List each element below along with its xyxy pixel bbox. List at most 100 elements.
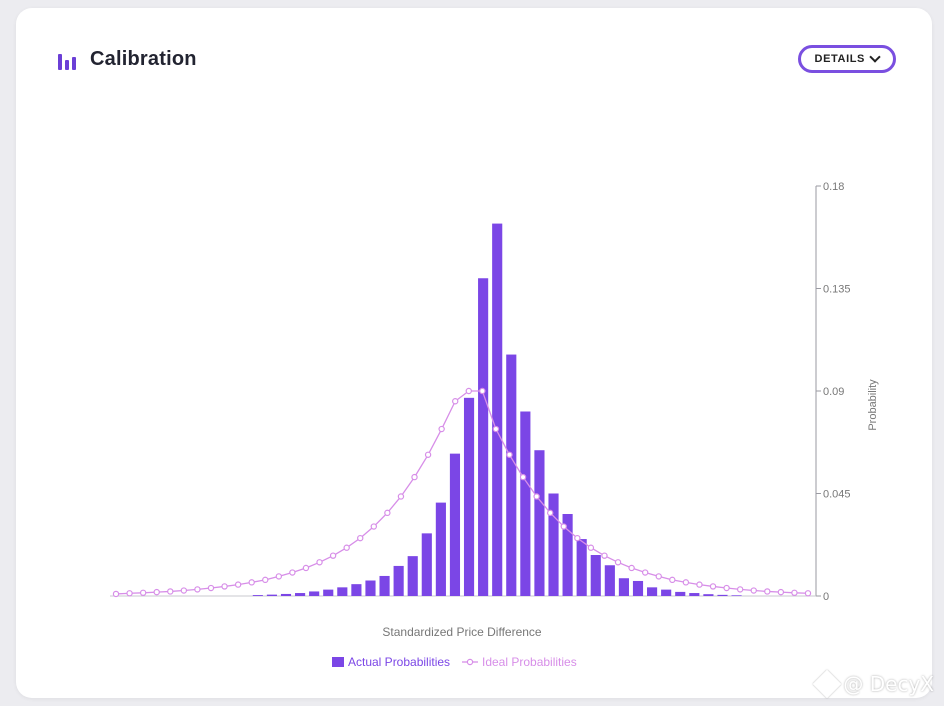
- ideal-point: [397, 493, 405, 500]
- actual-bar: [562, 514, 573, 596]
- actual-bar: [492, 223, 503, 597]
- actual-bar: [647, 587, 658, 596]
- ideal-point: [804, 590, 812, 597]
- y-tick-label: 0: [823, 591, 829, 603]
- actual-bar: [618, 578, 629, 596]
- ideal-point: [302, 564, 310, 572]
- actual-bar: [604, 565, 615, 596]
- x-axis-label: Standardized Price Difference: [382, 625, 542, 639]
- ideal-point: [506, 451, 513, 458]
- ideal-point: [262, 576, 269, 584]
- ideal-point: [546, 509, 554, 517]
- ideal-point: [519, 473, 527, 481]
- ideal-point: [655, 573, 662, 580]
- details-button[interactable]: DETAILS: [797, 45, 896, 73]
- actual-bar: [506, 354, 517, 596]
- actual-bar: [435, 502, 446, 596]
- ideal-line: [112, 387, 812, 598]
- ideal-point: [316, 559, 323, 566]
- actual-bar: [520, 411, 531, 596]
- actual-bar: [632, 580, 644, 596]
- actual-bar: [379, 575, 390, 596]
- ideal-point: [601, 552, 608, 559]
- ideal-point: [329, 552, 337, 559]
- ideal-point: [764, 588, 771, 595]
- actual-bar: [731, 595, 742, 596]
- ideal-point: [641, 569, 649, 576]
- ideal-point: [275, 573, 283, 580]
- ideal-point: [424, 451, 432, 458]
- watermark: @ DecyX: [813, 669, 934, 699]
- actual-bar: [534, 450, 545, 596]
- actual-bar: [478, 278, 489, 596]
- ideal-point: [452, 398, 459, 405]
- ideal-point: [614, 559, 622, 566]
- y-tick-label: 0.045: [823, 489, 851, 501]
- ideal-point: [736, 586, 744, 593]
- ideal-point: [153, 588, 160, 596]
- ideal-point: [777, 588, 785, 596]
- actual-bar: [266, 594, 277, 596]
- actual-bar: [689, 593, 700, 596]
- actual-bar: [449, 453, 461, 596]
- details-label: DETAILS: [814, 53, 865, 65]
- ideal-point: [723, 584, 730, 592]
- actual-bar: [351, 584, 362, 596]
- ideal-point: [533, 493, 540, 500]
- ideal-point: [791, 589, 798, 597]
- ideal-point: [167, 588, 174, 595]
- y-tick-label: 0.18: [823, 181, 844, 193]
- y-axis-label: Probability: [867, 379, 879, 431]
- ideal-point: [139, 589, 147, 597]
- ideal-point: [357, 534, 364, 542]
- actual-bar: [393, 565, 404, 596]
- card-title: Calibration: [90, 48, 197, 70]
- actual-bar: [309, 591, 320, 596]
- watermark-text: @ DecyX: [843, 672, 934, 696]
- ideal-polyline: [115, 390, 809, 595]
- ideal-point: [180, 587, 188, 594]
- actual-bar: [252, 595, 263, 596]
- ideal-point: [560, 523, 567, 530]
- actual-bar: [548, 493, 559, 596]
- legend-ideal-label: Ideal Probabilities: [482, 655, 577, 669]
- actual-bar: [365, 580, 376, 596]
- ideal-point: [221, 583, 228, 590]
- actual-bar: [675, 591, 686, 596]
- actual-bar: [323, 589, 334, 596]
- ideal-point: [479, 387, 486, 395]
- ideal-point: [289, 569, 296, 576]
- actual-bar: [421, 533, 432, 596]
- actual-bar: [337, 587, 348, 596]
- ideal-point: [384, 509, 391, 517]
- legend-actual-swatch: [332, 657, 344, 667]
- actual-bar: [576, 539, 587, 596]
- ideal-point: [438, 425, 445, 433]
- ideal-point: [750, 587, 757, 594]
- ideal-point: [682, 579, 690, 586]
- actual-bar: [463, 397, 475, 596]
- ideal-point: [126, 590, 133, 597]
- ideal-point: [709, 583, 717, 590]
- actual-bar: [295, 593, 306, 596]
- actual-bar: [280, 593, 292, 596]
- ideal-point: [465, 387, 472, 395]
- legend-actual-label: Actual Probabilities: [348, 655, 450, 669]
- ideal-point: [574, 534, 581, 542]
- bar-chart-icon: [58, 50, 76, 70]
- ideal-point: [411, 473, 418, 481]
- actual-bar: [407, 556, 418, 596]
- ideal-point: [248, 579, 255, 586]
- ideal-point: [207, 584, 215, 592]
- diamond-logo-icon: [813, 669, 842, 699]
- y-tick-label: 0.135: [823, 284, 851, 296]
- actual-bars: [252, 223, 742, 597]
- card-header: Calibration: [58, 48, 197, 71]
- ideal-point: [628, 564, 635, 572]
- ideal-point: [492, 425, 500, 433]
- actual-bar: [703, 594, 714, 596]
- ideal-point: [370, 523, 378, 530]
- ideal-point: [669, 576, 676, 584]
- actual-bar: [590, 555, 601, 596]
